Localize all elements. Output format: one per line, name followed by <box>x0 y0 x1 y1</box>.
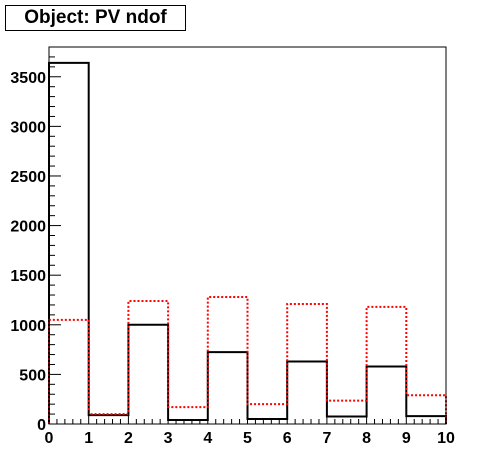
x-tick-label: 10 <box>437 430 455 447</box>
chart-title: Object: PV ndof <box>5 5 186 31</box>
x-tick-label: 9 <box>402 430 411 447</box>
x-tick-label: 0 <box>45 430 54 447</box>
x-tick-label: 2 <box>124 430 133 447</box>
histogram-bin-solid-2 <box>128 325 168 424</box>
solid-black-histogram-series <box>48 61 447 424</box>
histogram-bin-dotted-0 <box>49 320 89 424</box>
y-tick-label: 1500 <box>10 268 46 285</box>
y-tick-label: 1000 <box>10 318 46 335</box>
histogram-bin-dotted-6 <box>287 304 327 424</box>
histogram-bin-dotted-7 <box>327 401 367 424</box>
x-tick-label: 6 <box>283 430 292 447</box>
x-tick-label: 7 <box>322 430 331 447</box>
x-tick-label: 1 <box>84 430 93 447</box>
histogram-bin-dotted-2 <box>128 301 168 424</box>
histogram-bin-solid-7 <box>327 417 367 424</box>
histogram-bin-solid-4 <box>208 352 248 424</box>
y-tick-label: 3500 <box>10 70 46 87</box>
histogram-bin-solid-9 <box>406 416 446 424</box>
dotted-red-histogram-series <box>48 296 447 424</box>
y-tick-label: 500 <box>19 367 46 384</box>
histogram-bin-solid-8 <box>367 366 407 424</box>
histogram-bin-dotted-5 <box>248 404 288 424</box>
y-tick-label: 0 <box>37 417 46 434</box>
x-tick-label: 8 <box>362 430 371 447</box>
histogram-bin-dotted-9 <box>406 395 446 424</box>
x-tick-label: 4 <box>203 430 212 447</box>
histogram-bin-dotted-3 <box>168 407 208 424</box>
x-tick-label: 3 <box>164 430 173 447</box>
y-tick-label: 2500 <box>10 169 46 186</box>
x-tick-label: 5 <box>243 430 252 447</box>
y-tick-label: 2000 <box>10 219 46 236</box>
histogram-bin-solid-6 <box>287 361 327 424</box>
histogram-bin-dotted-4 <box>208 297 248 424</box>
y-tick-label: 3000 <box>10 119 46 136</box>
histogram-bin-solid-1 <box>89 415 129 424</box>
histogram-bin-solid-0 <box>49 63 89 424</box>
